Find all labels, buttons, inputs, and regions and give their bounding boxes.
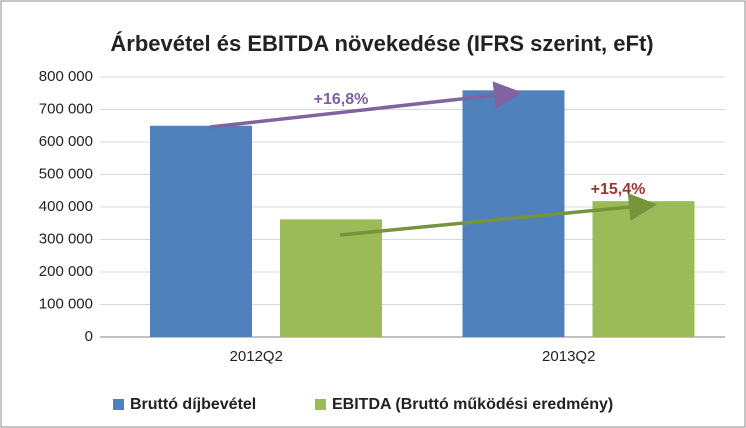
growth-arrow [339,193,657,237]
y-tick-label: 400 000 [39,198,93,215]
y-tick-label: 200 000 [39,263,93,280]
growth-arrow [209,81,522,129]
plot-area: 0 100 000 200 000 300 000 400 000 500 000 600 … [39,68,725,413]
x-tick-label: 2013Q2 [542,348,595,365]
legend-swatch [113,399,124,410]
legend-label: EBITDA (Bruttó működési eredmény) [332,396,613,413]
annotation: +15,4% [591,181,646,198]
x-tick-label: 2012Q2 [230,348,283,365]
y-tick-label: 700 000 [39,100,93,117]
legend-label: Bruttó díjbevétel [130,396,256,413]
y-tick-label: 500 000 [39,165,93,182]
y-tick-label: 100 000 [39,295,93,312]
y-tick-label: 0 [85,328,93,345]
y-tick-label: 300 000 [39,230,93,247]
bar [280,219,382,337]
y-tick-label: 800 000 [39,68,93,85]
annotation: +16,8% [314,91,369,108]
overlay: +16,8% +15,4% [209,81,657,237]
y-tick-label: 600 000 [39,133,93,150]
bar [592,201,695,337]
bar [150,125,252,337]
chart-title: Árbevétel és EBITDA növekedése (IFRS sze… [110,31,653,56]
legend-swatch [315,399,326,410]
